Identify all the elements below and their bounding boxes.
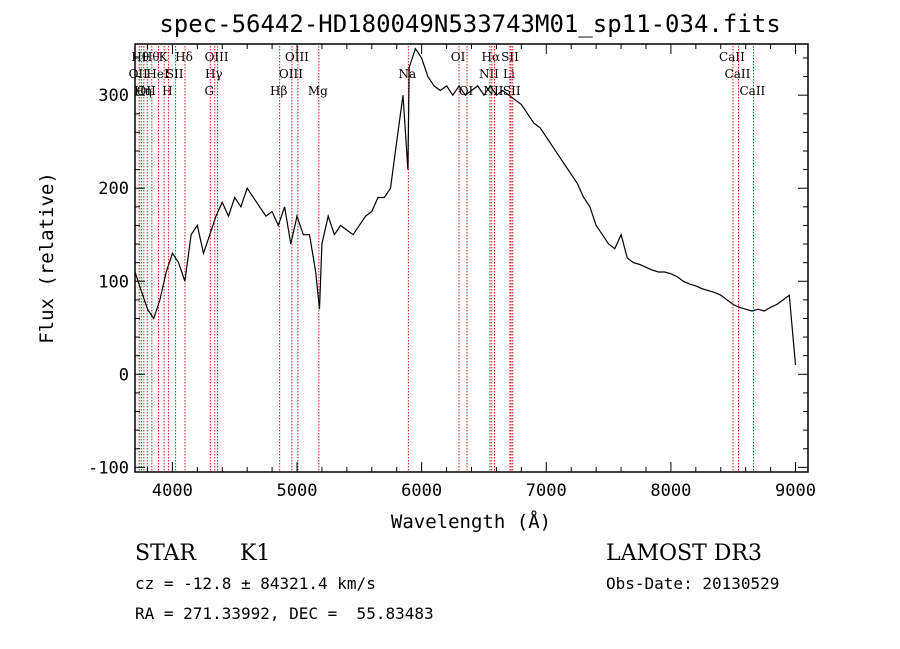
spectral-line-markers: OIIHθHηOIIHθHeIKHSIIHδGHγOIIIHβOIIIOIIIM… bbox=[129, 46, 766, 472]
redshift-info: cz = -12.8 ± 84321.4 km/s bbox=[135, 574, 376, 593]
line-marker-label: CaII bbox=[725, 67, 751, 81]
line-marker-label: OII bbox=[137, 84, 157, 98]
line-marker-label: OII bbox=[129, 67, 149, 81]
y-tick-label: 0 bbox=[119, 365, 129, 385]
line-marker-label: Hδ bbox=[175, 50, 193, 64]
line-marker-label: Li bbox=[503, 67, 515, 81]
line-marker-label: OIII bbox=[285, 50, 309, 64]
y-tick-label: 300 bbox=[98, 86, 129, 106]
x-axis-label: Wavelength (Å) bbox=[391, 510, 551, 533]
line-marker-label: Hγ bbox=[205, 67, 223, 81]
line-marker-label: OI bbox=[459, 84, 474, 98]
y-axis-ticks: -100 0 100 200 300 bbox=[88, 57, 808, 478]
coordinates-info: RA = 271.33992, DEC = 55.83483 bbox=[135, 604, 434, 623]
plot-frame bbox=[134, 43, 809, 473]
line-marker-label: Hβ bbox=[270, 84, 287, 98]
line-marker-label: Mg bbox=[308, 84, 328, 98]
x-tick-label: 4000 bbox=[152, 481, 193, 501]
y-tick-label: 100 bbox=[98, 272, 129, 292]
x-tick-label: 5000 bbox=[277, 481, 318, 501]
spectrum-series-line bbox=[134, 47, 797, 366]
line-marker-label: H bbox=[162, 84, 172, 98]
line-marker-label: CaII bbox=[719, 50, 745, 64]
line-marker-label: Hθ bbox=[131, 50, 149, 64]
x-tick-label: 7000 bbox=[526, 481, 567, 501]
line-marker-label: Hα bbox=[482, 50, 501, 64]
line-marker-label: SII bbox=[501, 50, 519, 64]
line-marker-label: G bbox=[204, 84, 214, 98]
y-tick-label: -100 bbox=[88, 458, 129, 478]
line-marker-label: HeI bbox=[146, 67, 169, 81]
observation-date: Obs-Date: 20130529 bbox=[606, 574, 779, 593]
line-marker-label: OI bbox=[451, 50, 466, 64]
line-marker-label: Na bbox=[398, 67, 416, 81]
line-marker-label: K bbox=[159, 50, 169, 64]
line-marker-label: Hθ bbox=[142, 50, 160, 64]
x-tick-label: 8000 bbox=[650, 481, 691, 501]
y-axis-label: Flux (relative) bbox=[36, 172, 58, 344]
chart-title: spec-56442-HD180049N533743M01_sp11-034.f… bbox=[159, 10, 780, 38]
object-subclass: K1 bbox=[240, 541, 270, 566]
line-marker-label: OIII bbox=[205, 50, 229, 64]
line-marker-label: OIII bbox=[279, 67, 303, 81]
x-axis-ticks: 4000 5000 6000 7000 8000 9000 bbox=[146, 44, 816, 501]
line-marker-label: CaII bbox=[739, 84, 765, 98]
x-tick-label: 9000 bbox=[775, 481, 816, 501]
x-tick-label: 6000 bbox=[401, 481, 442, 501]
line-marker-label: SII bbox=[503, 84, 521, 98]
object-class: STAR bbox=[135, 541, 197, 566]
line-marker-label: SII bbox=[166, 67, 184, 81]
survey-name: LAMOST DR3 bbox=[606, 541, 762, 566]
line-marker-label: NII bbox=[479, 67, 499, 81]
y-tick-label: 200 bbox=[98, 179, 129, 199]
